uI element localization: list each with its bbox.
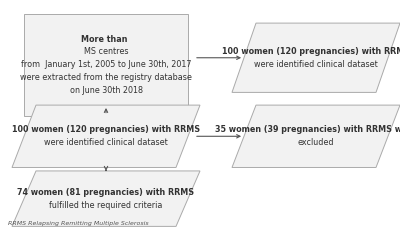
Text: fulfilled the required criteria: fulfilled the required criteria <box>49 201 163 210</box>
Text: excluded: excluded <box>298 138 334 147</box>
Text: from  January 1st, 2005 to June 30th, 2017: from January 1st, 2005 to June 30th, 201… <box>21 60 191 69</box>
Polygon shape <box>12 105 200 167</box>
Text: MS centres: MS centres <box>84 48 128 56</box>
Text: RRMS Relapsing Remitting Multiple Sclerosis: RRMS Relapsing Remitting Multiple Sclero… <box>8 221 149 226</box>
Text: were identified clinical dataset: were identified clinical dataset <box>254 60 378 69</box>
Text: were identified clinical dataset: were identified clinical dataset <box>44 138 168 147</box>
Polygon shape <box>232 23 400 92</box>
Polygon shape <box>232 105 400 167</box>
Text: were extracted from the registry database: were extracted from the registry databas… <box>20 73 192 82</box>
Text: on June 30th 2018: on June 30th 2018 <box>70 86 142 94</box>
Polygon shape <box>12 171 200 226</box>
Text: More than: More than <box>81 35 131 44</box>
Text: 35 women (39 pregnancies) with RRMS were: 35 women (39 pregnancies) with RRMS were <box>215 125 400 134</box>
Text: 74 women (81 pregnancies) with RRMS: 74 women (81 pregnancies) with RRMS <box>18 188 194 197</box>
FancyBboxPatch shape <box>24 14 188 116</box>
Text: 100 women (120 pregnancies) with RRMS: 100 women (120 pregnancies) with RRMS <box>12 125 200 134</box>
Text: 100 women (120 pregnancies) with RRMS: 100 women (120 pregnancies) with RRMS <box>222 47 400 56</box>
